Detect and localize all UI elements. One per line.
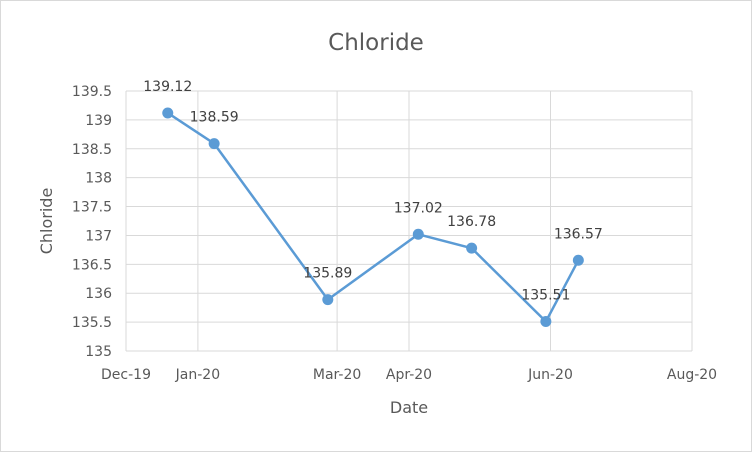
series-line bbox=[167, 111, 580, 323]
data-label: 135.51 bbox=[521, 288, 570, 304]
data-point bbox=[322, 294, 334, 306]
data-label: 135.89 bbox=[303, 266, 352, 282]
data-label: 139.12 bbox=[143, 79, 192, 95]
y-tick-label: 138 bbox=[85, 171, 112, 187]
x-tick-label: Mar-20 bbox=[313, 367, 361, 383]
y-tick-label: 136 bbox=[85, 286, 112, 302]
y-tick-label: 135.5 bbox=[72, 315, 112, 331]
x-axis-title: Date bbox=[390, 398, 428, 417]
gridlines bbox=[125, 90, 693, 352]
data-label: 137.02 bbox=[394, 200, 443, 216]
y-tick-label: 138.5 bbox=[72, 142, 112, 158]
y-axis-ticks: 135 135.5 136 136.5 137 137.5 138 138.5 139 139.5 bbox=[72, 84, 112, 360]
data-label: 136.78 bbox=[447, 214, 496, 230]
y-tick-label: 139.5 bbox=[72, 84, 112, 100]
y-tick-label: 136.5 bbox=[72, 257, 112, 273]
x-tick-label: Jan-20 bbox=[175, 367, 220, 383]
data-point bbox=[572, 254, 584, 266]
y-tick-label: 137 bbox=[85, 228, 112, 244]
data-point bbox=[412, 228, 424, 240]
x-tick-label: Aug-20 bbox=[667, 367, 717, 383]
y-tick-label: 139 bbox=[85, 113, 112, 129]
series-chloride bbox=[162, 107, 584, 328]
data-point bbox=[540, 316, 552, 328]
data-label: 138.59 bbox=[190, 110, 239, 126]
data-point bbox=[208, 138, 220, 150]
y-tick-label: 135 bbox=[85, 344, 112, 360]
chart-title: Chloride bbox=[328, 30, 424, 56]
data-point bbox=[466, 242, 478, 254]
y-axis-title: Chloride bbox=[37, 188, 56, 255]
y-tick-label: 137.5 bbox=[72, 200, 112, 216]
x-tick-label: Apr-20 bbox=[386, 367, 432, 383]
x-tick-label: Jun-20 bbox=[527, 367, 573, 383]
x-axis-ticks: Dec-19 Jan-20 Mar-20 Apr-20 Jun-20 Aug-20 bbox=[101, 367, 717, 383]
x-tick-label: Dec-19 bbox=[101, 367, 151, 383]
data-label: 136.57 bbox=[554, 226, 603, 242]
data-point bbox=[162, 107, 174, 119]
